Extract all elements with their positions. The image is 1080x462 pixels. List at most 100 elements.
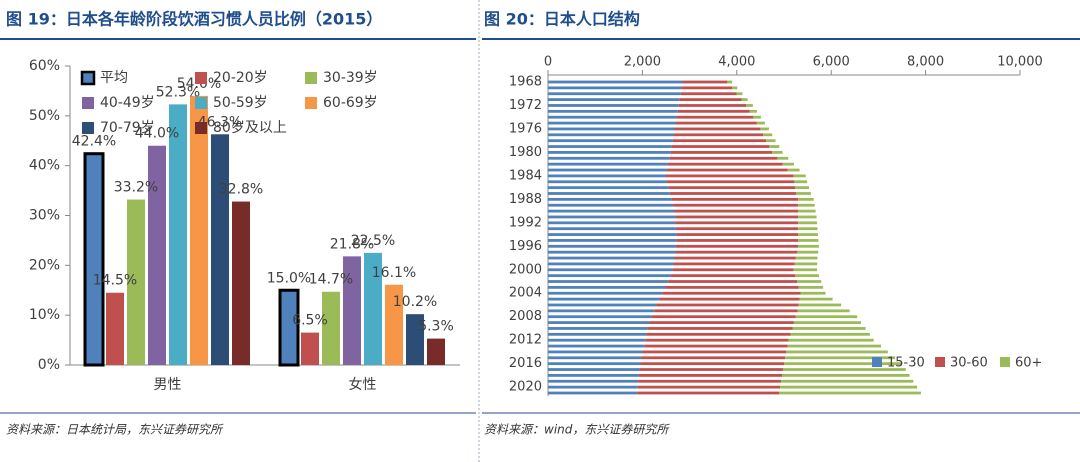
bar-segment bbox=[777, 156, 789, 160]
bar-segment bbox=[675, 121, 757, 125]
bar-segment bbox=[644, 344, 788, 348]
bar-segment bbox=[548, 256, 675, 260]
bar-segment bbox=[638, 379, 782, 383]
bar-segment bbox=[548, 350, 643, 354]
legend-label: 15-30 bbox=[887, 356, 925, 371]
bar bbox=[169, 104, 187, 365]
x-tick-label: 10,000 bbox=[997, 55, 1043, 70]
bar-segment bbox=[548, 344, 645, 348]
legend-swatch bbox=[195, 97, 207, 109]
value-label: 6.5% bbox=[292, 313, 328, 329]
legend-swatch bbox=[195, 72, 207, 84]
value-label: 5.3% bbox=[418, 319, 454, 335]
bar-segment bbox=[674, 209, 799, 213]
bar-segment bbox=[797, 280, 822, 283]
legend-label: 40-49岁 bbox=[100, 95, 155, 111]
y-tick-label: 2020 bbox=[509, 380, 542, 395]
bar-segment bbox=[548, 98, 680, 102]
value-label: 44.0% bbox=[135, 126, 179, 142]
bar-segment bbox=[681, 86, 733, 90]
bar-segment bbox=[798, 303, 842, 307]
bar-segment bbox=[766, 139, 776, 143]
bar bbox=[427, 338, 445, 365]
bar-segment bbox=[668, 280, 798, 283]
bar-segment bbox=[670, 151, 773, 154]
bar-segment bbox=[548, 321, 650, 324]
bar-segment bbox=[647, 327, 793, 330]
bar-segment bbox=[548, 145, 672, 148]
bar-segment bbox=[786, 350, 888, 354]
y-tick-label: 1980 bbox=[509, 145, 542, 160]
bar-segment bbox=[797, 309, 850, 313]
bar-segment bbox=[548, 115, 677, 119]
bar-segment bbox=[796, 250, 819, 254]
bar-segment bbox=[675, 221, 799, 225]
bar-segment bbox=[798, 209, 816, 213]
value-label: 33.2% bbox=[114, 180, 158, 196]
bar-segment bbox=[749, 109, 757, 113]
bar-segment bbox=[795, 274, 819, 278]
value-label: 10.2% bbox=[393, 294, 437, 310]
bar-segment bbox=[548, 385, 638, 389]
bar-segment bbox=[673, 133, 764, 137]
bar-segment bbox=[793, 268, 818, 272]
y-tick-label: 40% bbox=[29, 158, 60, 174]
bar-segment bbox=[772, 151, 783, 154]
y-tick-label: 2012 bbox=[509, 333, 542, 348]
legend-swatch bbox=[305, 97, 317, 109]
bar bbox=[406, 314, 424, 365]
bar-segment bbox=[548, 203, 674, 207]
y-tick-label: 50% bbox=[29, 108, 60, 124]
x-tick-label: 8,000 bbox=[907, 55, 944, 70]
chart-title: 图 20：日本人口结构 bbox=[484, 10, 640, 29]
bar-segment bbox=[760, 127, 769, 131]
bar-segment bbox=[795, 256, 818, 260]
bar-segment bbox=[782, 162, 794, 166]
bar-segment bbox=[671, 197, 799, 201]
source: 资料来源：日本统计局，东兴证券研究所 bbox=[6, 423, 224, 437]
bar-segment bbox=[548, 244, 676, 248]
bar-segment bbox=[548, 104, 679, 107]
bar-segment bbox=[548, 192, 670, 195]
bar bbox=[148, 145, 166, 365]
bar-segment bbox=[787, 344, 881, 348]
bar-segment bbox=[741, 98, 748, 102]
bar-segment bbox=[548, 156, 670, 160]
bar-segment bbox=[679, 98, 742, 102]
y-tick-label: 2004 bbox=[509, 286, 542, 301]
y-tick-label: 1976 bbox=[509, 121, 542, 136]
bar bbox=[83, 152, 105, 367]
bar-segment bbox=[651, 315, 796, 319]
bar-segment bbox=[680, 92, 737, 96]
bar-segment bbox=[798, 203, 815, 207]
legend-swatch bbox=[872, 357, 882, 367]
bar-segment bbox=[780, 385, 918, 389]
bar bbox=[301, 332, 319, 365]
bar-segment bbox=[548, 274, 671, 278]
value-label: 14.7% bbox=[309, 272, 353, 288]
bar-segment bbox=[662, 291, 801, 295]
bar-segment bbox=[732, 86, 738, 90]
bar-segment bbox=[675, 215, 799, 219]
bar-segment bbox=[670, 274, 796, 278]
bar bbox=[343, 256, 361, 365]
bar-segment bbox=[668, 186, 796, 190]
legend-swatch bbox=[82, 97, 94, 109]
bar-segment bbox=[548, 227, 676, 231]
bar-segment bbox=[548, 162, 668, 166]
value-label: 14.5% bbox=[93, 273, 137, 289]
bar-segment bbox=[793, 174, 806, 178]
bar-segment bbox=[666, 174, 794, 178]
value-label: 16.1% bbox=[372, 265, 416, 281]
bar-segment bbox=[799, 297, 833, 301]
bar-segment bbox=[548, 303, 657, 307]
legend-swatch bbox=[195, 122, 207, 134]
legend-label: 30-60 bbox=[950, 356, 988, 371]
bar-segment bbox=[794, 262, 818, 266]
bar-segment bbox=[794, 180, 808, 184]
bar-segment bbox=[798, 197, 814, 201]
bar-segment bbox=[672, 268, 794, 272]
bar-segment bbox=[548, 297, 660, 301]
bar-segment bbox=[788, 338, 874, 342]
